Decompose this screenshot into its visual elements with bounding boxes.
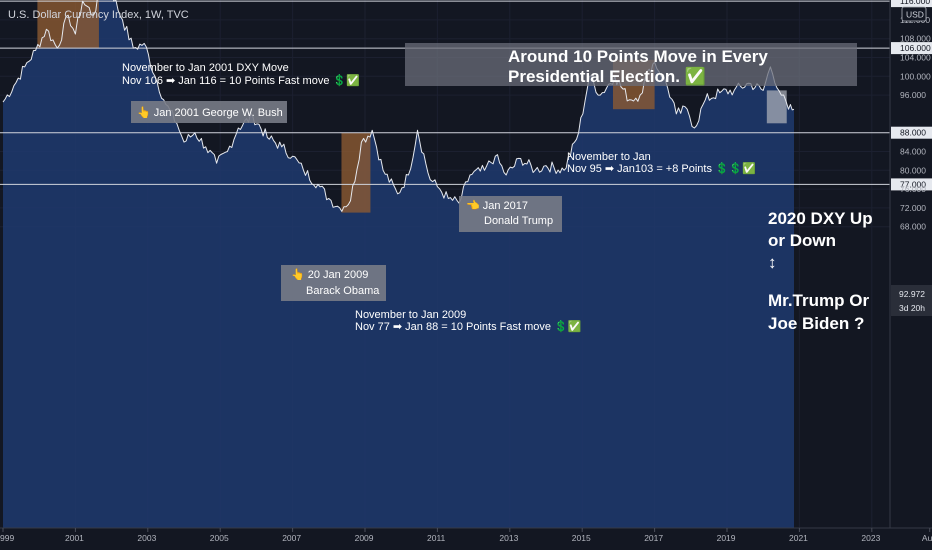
time-tick-label: 2007	[282, 533, 301, 543]
price-area	[3, 0, 794, 528]
trump-label-box	[459, 196, 562, 232]
price-tick-label: 106.000	[900, 43, 931, 53]
price-tick-label: 77.000	[900, 179, 926, 189]
obama-label-line1: 👆 20 Jan 2009	[291, 268, 368, 281]
time-tick-label: 2003	[137, 533, 156, 543]
price-tick-label: 104.000	[900, 53, 931, 63]
question-line3: Mr.Trump Or	[768, 291, 869, 310]
time-tick-label: 2015	[572, 533, 591, 543]
note-2009-line2: Nov 77 ➡ Jan 88 = 10 Points Fast move 💲✅	[355, 320, 582, 333]
time-tick-label: 2009	[355, 533, 374, 543]
last-price-tag	[891, 285, 932, 316]
question-arrow: ↕	[768, 253, 777, 272]
bush-label-box	[131, 101, 287, 123]
time-tick-label: 2005	[210, 533, 229, 543]
currency-badge[interactable]	[901, 6, 927, 22]
time-tick-label: 2013	[499, 533, 518, 543]
time-tick-label: 2019	[717, 533, 736, 543]
time-tick-label: Aug	[922, 533, 932, 543]
note-2017-line2: Nov 95 ➡ Jan103 = +8 Points 💲💲✅	[567, 162, 756, 175]
price-tick-label: 68.000	[900, 222, 926, 232]
question-line4: Joe Biden ?	[768, 314, 864, 333]
level-price-tag	[891, 0, 932, 8]
time-axis[interactable]: 999 2001 2003 2005 2007 2009 2011 2013 2015 2017 2…	[0, 528, 932, 543]
time-tick-label: 2017	[644, 533, 663, 543]
price-tick-label: 84.000	[900, 147, 926, 157]
headline-box	[405, 43, 857, 86]
time-tick-label: 2001	[65, 533, 84, 543]
currency-badge-label: USD	[906, 10, 924, 20]
headline-line1: Around 10 Points Move in Every	[508, 47, 768, 66]
note-2009-line1: November to Jan 2009	[355, 309, 466, 321]
price-tick-label: 96.000	[900, 90, 926, 100]
chart-title: U.S. Dollar Currency Index, 1W, TVC	[8, 9, 189, 21]
price-axis[interactable]: 120.000116.000112.000108.000106.000104.0…	[891, 0, 932, 232]
time-tick-label: 2011	[427, 533, 446, 543]
highlight-box-election	[37, 0, 99, 49]
time-tick-label: 2021	[789, 533, 808, 543]
price-tick-label: 76.000	[900, 184, 926, 194]
obama-label-line2: Barack Obama	[306, 285, 380, 297]
note-2017-line1: November to Jan	[567, 151, 651, 163]
headline-line2: Presidential Election. ✅	[508, 66, 706, 86]
price-tick-label: 72.000	[900, 203, 926, 213]
price-tick-label: 88.000	[900, 128, 926, 138]
price-tick-label: 100.000	[900, 71, 931, 81]
note-2001-line2: Nov 106 ➡ Jan 116 = 10 Points Fast move …	[122, 74, 360, 87]
highlight-box-2020	[766, 90, 787, 124]
level-price-tag	[891, 42, 932, 55]
question-line1: 2020 DXY Up	[768, 209, 873, 228]
time-tick-label: 999	[0, 533, 14, 543]
time-tick-label: 2023	[861, 533, 880, 543]
bush-label: 👆 Jan 2001 George W. Bush	[137, 106, 283, 119]
trump-label-line2: Donald Trump	[484, 215, 553, 227]
last-price-value: 92.972	[899, 289, 925, 299]
note-2001-line1: November to Jan 2001 DXY Move	[122, 62, 289, 74]
last-price-countdown: 3d 20h	[899, 303, 925, 313]
price-area-layer	[3, 0, 794, 528]
trump-label-line1: 👈 Jan 2017	[466, 199, 528, 212]
question-line2: or Down	[768, 231, 836, 250]
level-price-tag	[891, 178, 932, 191]
obama-label-box	[281, 265, 386, 301]
level-price-tag	[891, 126, 932, 139]
price-tick-label: 116.000	[900, 0, 930, 6]
price-tick-label: 80.000	[900, 165, 926, 175]
price-tick-label: 108.000	[900, 34, 931, 44]
